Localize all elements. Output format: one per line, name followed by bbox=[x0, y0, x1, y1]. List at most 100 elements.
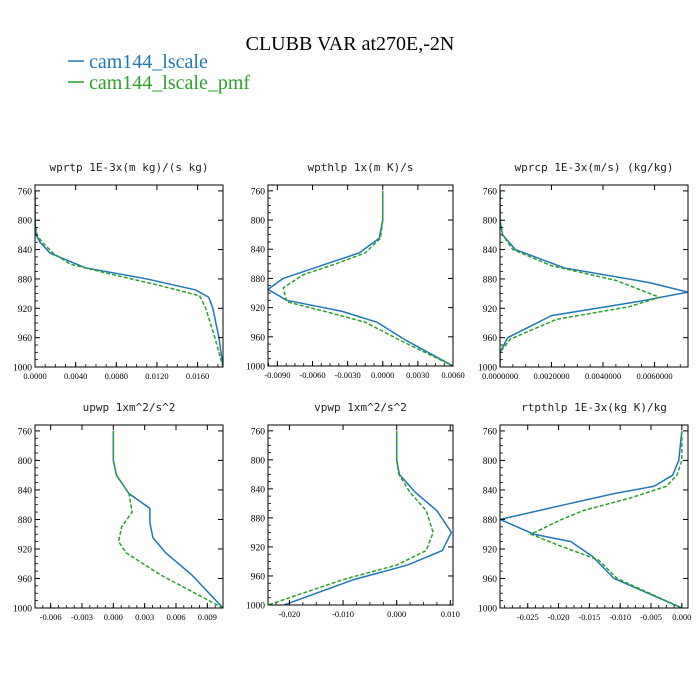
subplot-title: wprtp 1E-3x(m kg)/(s kg) bbox=[50, 161, 209, 174]
x-tick-label: 0.000 bbox=[104, 612, 123, 622]
y-tick-label: 960 bbox=[483, 334, 498, 344]
subplot-title: vpwp 1xm^2/s^2 bbox=[314, 401, 407, 414]
x-tick-label: -0.010 bbox=[332, 609, 354, 619]
series-line-lscale-pmf bbox=[112, 430, 223, 608]
x-tick-label: -0.006 bbox=[40, 612, 62, 622]
plot-frame bbox=[267, 424, 454, 606]
subplot-6: rtpthlp 1E-3x(kg K)/kg 760 800 840 880 920 960… bbox=[478, 401, 691, 622]
x-tick-label: 0.0000000 bbox=[482, 371, 518, 381]
x-tick-label: 0.0080 bbox=[105, 371, 128, 381]
y-tick-label: 800 bbox=[251, 217, 266, 227]
y-tick-label: 920 bbox=[251, 304, 266, 314]
x-tick-label: 0.0030 bbox=[406, 370, 429, 380]
y-tick-label: 1000 bbox=[246, 363, 265, 373]
y-tick-label: 880 bbox=[251, 275, 266, 285]
y-tick-label: 920 bbox=[18, 305, 33, 315]
subplot-1: wprtp 1E-3x(m kg)/(s kg) 760 800 840 880 920 9… bbox=[13, 161, 224, 381]
y-tick-label: 960 bbox=[483, 575, 498, 585]
y-tick-label: 960 bbox=[251, 333, 266, 343]
y-tick-label: 880 bbox=[251, 514, 266, 524]
panels: wprtp 1E-3x(m kg)/(s kg) 760 800 840 880 920 9… bbox=[13, 161, 691, 622]
x-tick-label: -0.015 bbox=[578, 612, 600, 622]
x-tick-label: -0.0030 bbox=[335, 370, 361, 380]
y-tick-label: 760 bbox=[18, 187, 33, 197]
y-tick-label: 880 bbox=[483, 516, 498, 526]
series-line-lscale-pmf bbox=[530, 430, 683, 608]
series-line-lscale bbox=[500, 430, 683, 608]
y-tick-label: 1000 bbox=[478, 364, 497, 374]
y-tick-label: 840 bbox=[483, 486, 498, 496]
y-tick-label: 880 bbox=[483, 275, 498, 285]
y-tick-label: 920 bbox=[483, 545, 498, 555]
x-tick-label: -0.020 bbox=[278, 609, 300, 619]
subplot-3: wprcp 1E-3x(m/s) (kg/kg) 760 800 840 880 920 9… bbox=[478, 161, 689, 381]
y-tick-label: 1000 bbox=[13, 605, 32, 615]
subplot-4: upwp 1xm^2/s^2 760 800 840 880 920 960 1000 -0.0… bbox=[13, 401, 224, 622]
y-tick-label: 840 bbox=[251, 246, 266, 256]
legend-label-lscale-pmf: cam144_lscale_pmf bbox=[89, 72, 250, 94]
legend-label-lscale: cam144_lscale bbox=[89, 51, 208, 73]
y-tick-label: 960 bbox=[18, 334, 33, 344]
y-tick-label: 800 bbox=[483, 217, 498, 227]
series-line-lscale bbox=[35, 190, 223, 367]
plot-frame bbox=[34, 184, 224, 368]
y-tick-label: 840 bbox=[251, 485, 266, 495]
y-tick-label: 1000 bbox=[13, 364, 32, 374]
x-tick-label: 0.0040 bbox=[64, 371, 87, 381]
y-tick-label: 760 bbox=[251, 427, 266, 437]
x-tick-label: 0.0060 bbox=[441, 370, 464, 380]
x-tick-label: -0.020 bbox=[548, 612, 570, 622]
x-tick-label: 0.0040000 bbox=[585, 371, 621, 381]
subplot-title: rtpthlp 1E-3x(kg K)/kg bbox=[521, 401, 667, 414]
y-tick-label: 1000 bbox=[478, 605, 497, 615]
x-tick-label: -0.0060 bbox=[299, 370, 325, 380]
series-line-lscale-pmf bbox=[268, 430, 434, 605]
x-tick-label: 0.0000 bbox=[23, 371, 46, 381]
y-tick-label: 880 bbox=[18, 275, 33, 285]
y-tick-label: 920 bbox=[18, 545, 33, 555]
x-tick-label: 0.010 bbox=[441, 609, 460, 619]
y-tick-label: 960 bbox=[251, 572, 266, 582]
legend: cam144_lscale cam144_lscale_pmf bbox=[68, 51, 250, 94]
y-tick-label: 800 bbox=[251, 456, 266, 466]
x-tick-label: 0.0000 bbox=[371, 370, 394, 380]
y-tick-label: 840 bbox=[18, 486, 33, 496]
plot-frame bbox=[499, 424, 689, 609]
y-tick-label: 960 bbox=[18, 575, 33, 585]
series-line-lscale bbox=[112, 430, 223, 608]
subplot-title: upwp 1xm^2/s^2 bbox=[83, 401, 176, 414]
series-line-lscale bbox=[268, 190, 453, 366]
y-tick-label: 920 bbox=[251, 543, 266, 553]
x-tick-label: -0.025 bbox=[517, 612, 539, 622]
y-tick-label: 760 bbox=[251, 187, 266, 197]
y-tick-label: 880 bbox=[18, 516, 33, 526]
series-line-lscale bbox=[283, 430, 453, 605]
plot-frame bbox=[267, 184, 454, 367]
y-tick-label: 800 bbox=[483, 457, 498, 467]
series-line-lscale-pmf bbox=[282, 190, 453, 366]
x-tick-label: -0.005 bbox=[640, 612, 662, 622]
series-line-lscale bbox=[500, 190, 688, 367]
x-tick-label: 0.0060000 bbox=[636, 371, 672, 381]
subplot-title: wprcp 1E-3x(m/s) (kg/kg) bbox=[515, 161, 674, 174]
x-tick-label: 0.000 bbox=[672, 612, 691, 622]
y-tick-label: 760 bbox=[483, 187, 498, 197]
figure-title: CLUBB VAR at270E,-2N bbox=[246, 33, 455, 55]
y-tick-label: 760 bbox=[18, 427, 33, 437]
y-tick-label: 800 bbox=[18, 457, 33, 467]
x-tick-label: 0.003 bbox=[135, 612, 154, 622]
y-tick-label: 800 bbox=[18, 217, 33, 227]
subplot-5: vpwp 1xm^2/s^2 760 800 840 880 920 960 1000 -0.0… bbox=[246, 401, 460, 619]
y-tick-label: 920 bbox=[483, 305, 498, 315]
series-line-lscale-pmf bbox=[35, 190, 223, 367]
x-tick-label: -0.0090 bbox=[264, 370, 290, 380]
subplot-2: wpthlp 1x(m K)/s7608008408809209601000-0… bbox=[246, 161, 465, 380]
y-tick-label: 840 bbox=[18, 246, 33, 256]
x-tick-label: 0.0020000 bbox=[533, 371, 569, 381]
plot-frame bbox=[499, 184, 689, 368]
x-tick-label: 0.009 bbox=[198, 612, 217, 622]
subplot-title: wpthlp 1x(m K)/s bbox=[308, 161, 414, 174]
x-tick-label: 0.000 bbox=[387, 609, 406, 619]
series-line-lscale-pmf bbox=[500, 190, 661, 367]
